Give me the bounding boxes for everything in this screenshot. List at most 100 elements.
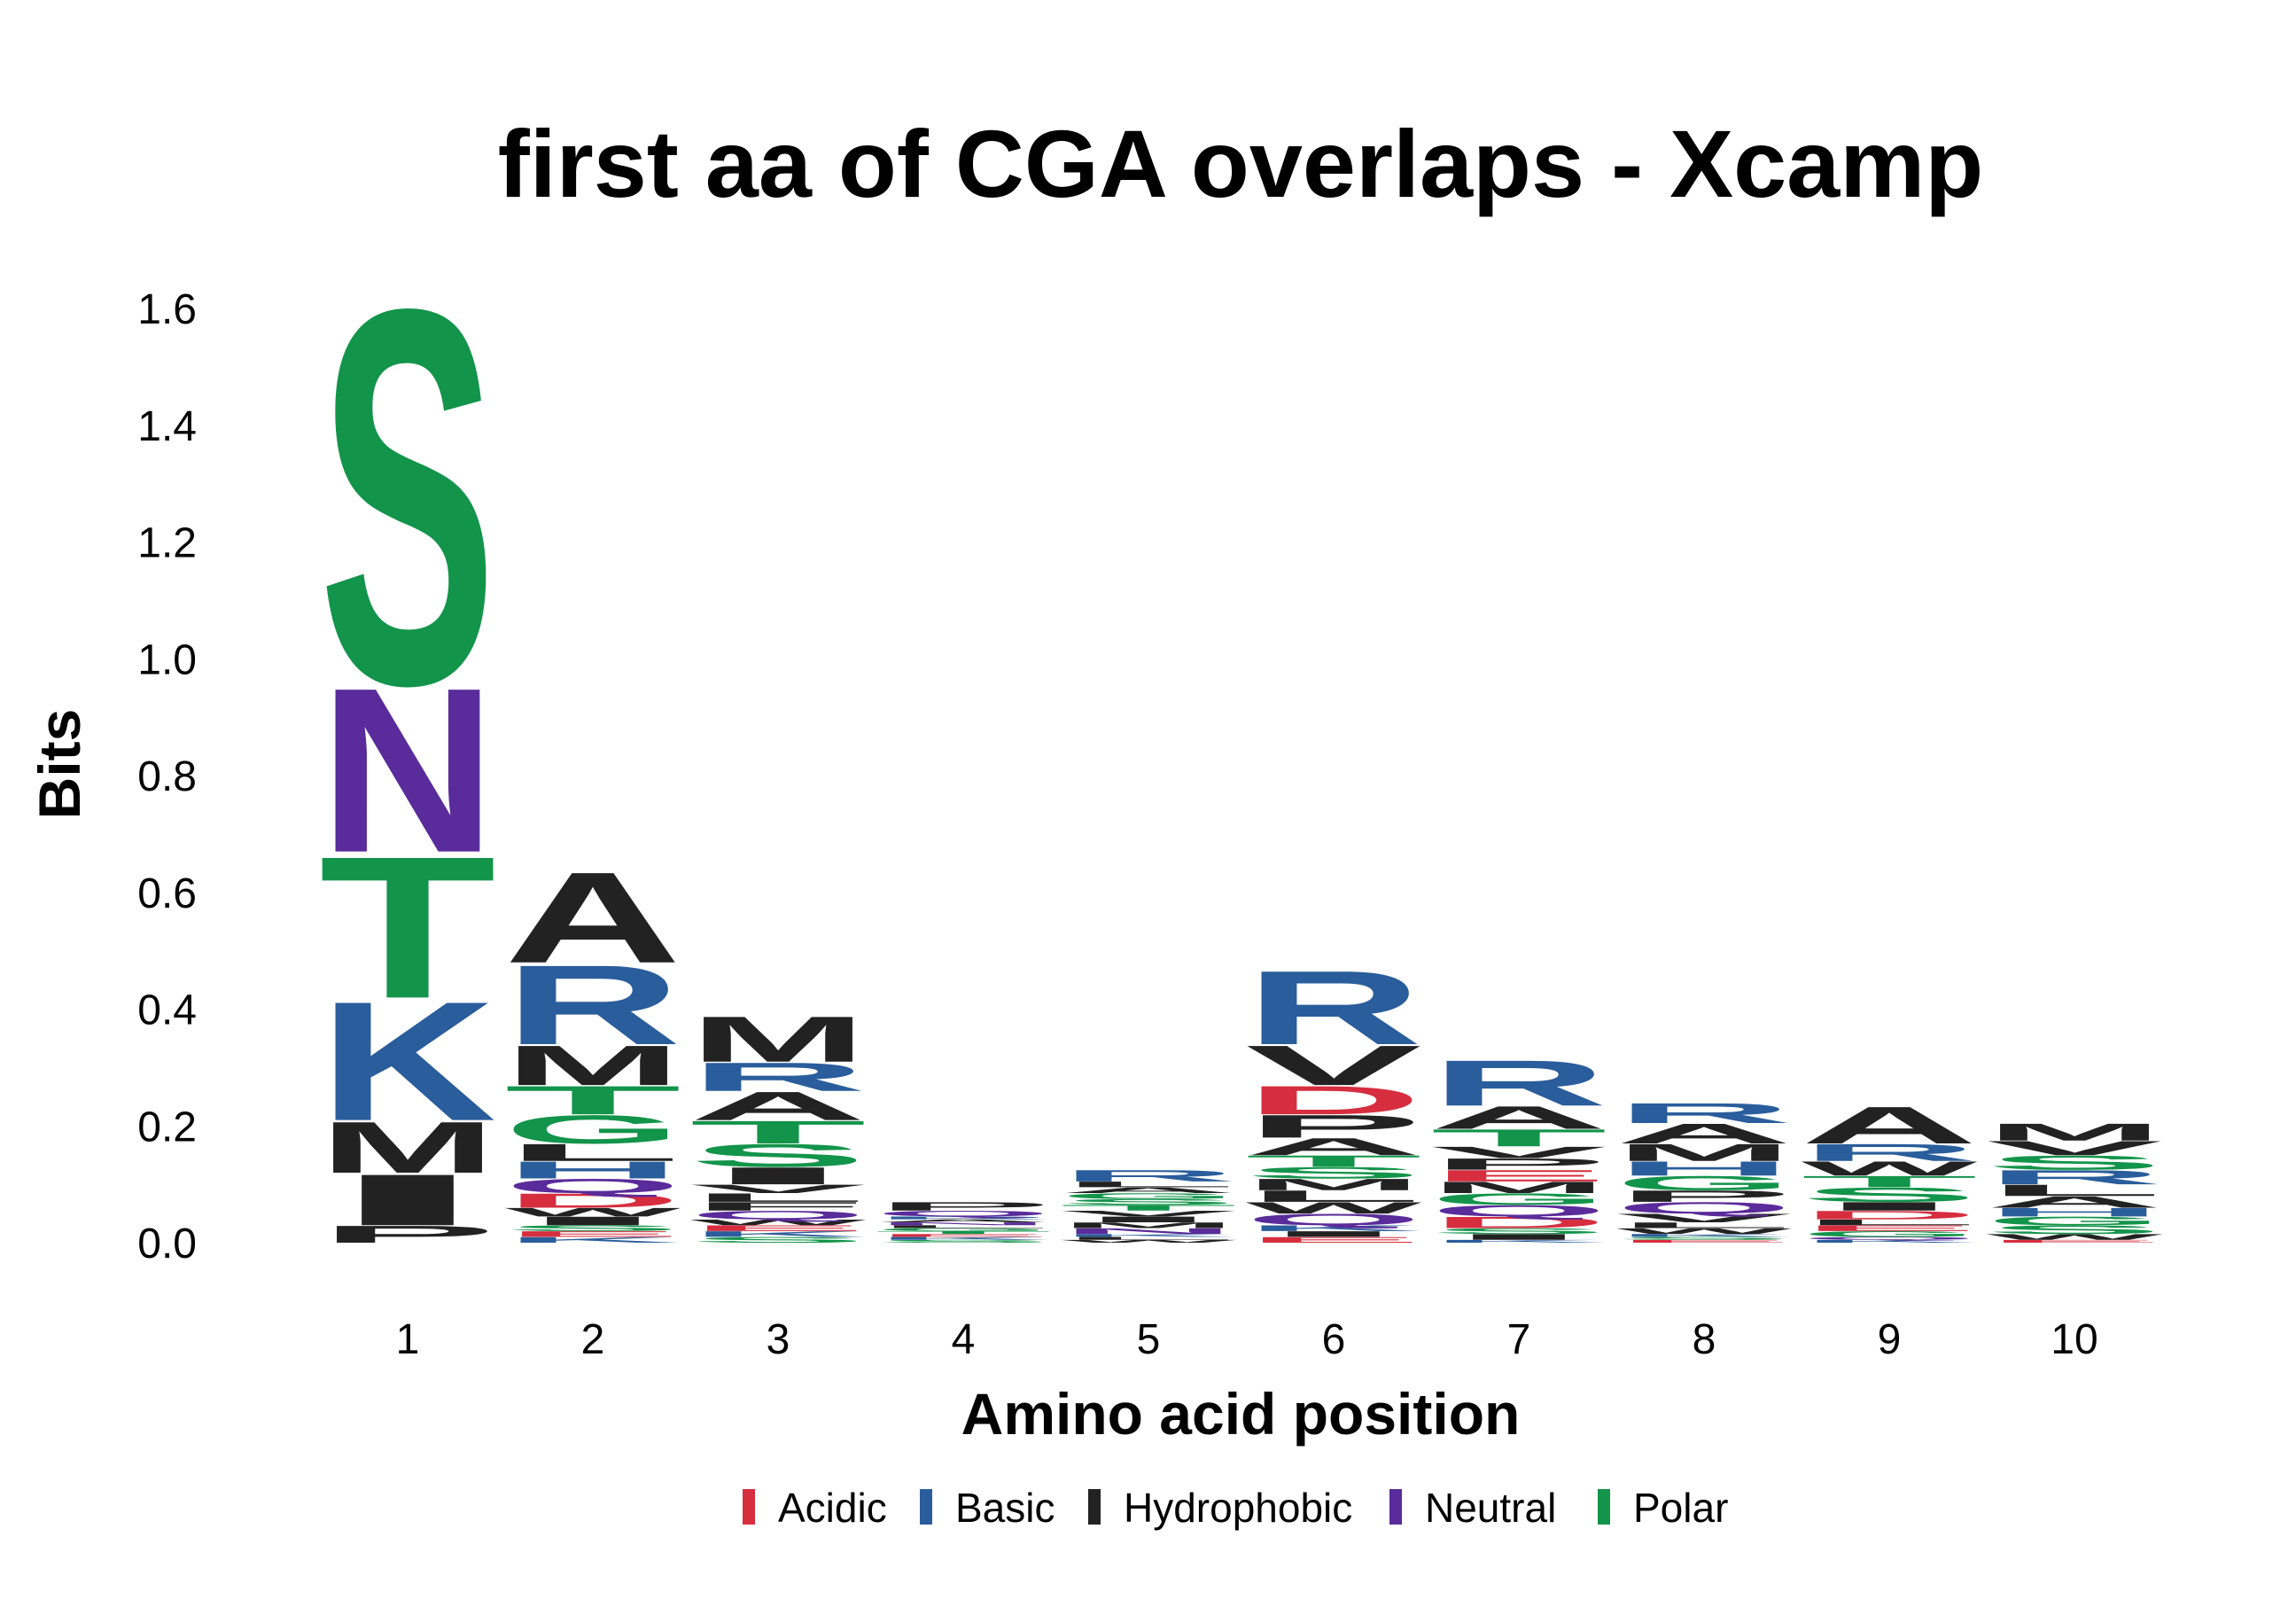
logo-letter: T bbox=[1801, 1173, 1978, 1190]
y-tick-label: 1.4 bbox=[137, 403, 197, 450]
logo-letter: G bbox=[875, 1228, 1052, 1232]
logo-letter: D bbox=[1430, 1213, 1607, 1232]
logo-letter: P bbox=[1430, 1155, 1607, 1173]
y-tick-label: 0.0 bbox=[137, 1221, 197, 1268]
logo-letter: A bbox=[1986, 1193, 2163, 1212]
logo-letter: F bbox=[689, 1199, 867, 1213]
logo-letter: R bbox=[1801, 1139, 1978, 1166]
logo-letter: E bbox=[875, 1233, 1052, 1237]
logo-letter: S bbox=[689, 1236, 867, 1244]
logo-letter: I bbox=[1060, 1215, 1237, 1224]
logo-letter: K bbox=[1615, 1233, 1793, 1237]
logo-letter: Q bbox=[689, 1208, 867, 1221]
logo-letter: K bbox=[1245, 1224, 1422, 1233]
logo-letter: A bbox=[1801, 1096, 1978, 1155]
logo-letter: A bbox=[1245, 1133, 1422, 1160]
logo-letter: S bbox=[875, 1239, 1052, 1244]
logo-letter: H bbox=[1615, 1158, 1793, 1181]
logo-letter: L bbox=[1986, 1182, 2163, 1199]
legend-item-basic: Basic bbox=[920, 1485, 1055, 1531]
logo-letter: D bbox=[1245, 1078, 1422, 1123]
logo-letter: G bbox=[1430, 1190, 1607, 1208]
logo-letter: V bbox=[1430, 1143, 1607, 1161]
logo-letter: M bbox=[504, 1034, 681, 1097]
logo-letter: N bbox=[1060, 1227, 1237, 1236]
logo-letter: A bbox=[504, 845, 681, 990]
legend-swatch bbox=[920, 1489, 932, 1525]
logo-letter: S bbox=[1430, 1227, 1607, 1236]
logo-letter: R bbox=[1430, 1047, 1607, 1119]
legend-swatch bbox=[1598, 1489, 1610, 1525]
logo-letter: P bbox=[1245, 1109, 1422, 1145]
logo-letter: T bbox=[689, 1114, 867, 1150]
logo-letter: S bbox=[1615, 1236, 1793, 1241]
y-tick-label: 0.2 bbox=[137, 1104, 197, 1150]
logo-letter: T bbox=[504, 1078, 681, 1123]
y-tick-label: 0.4 bbox=[137, 987, 197, 1034]
y-tick-label: 0.8 bbox=[137, 753, 197, 800]
legend-item-acidic: Acidic bbox=[743, 1485, 887, 1531]
logo-letter: R bbox=[1245, 949, 1422, 1067]
logo-letter: K bbox=[504, 1236, 681, 1244]
y-tick-label: 1.2 bbox=[137, 520, 197, 567]
logo-letter: M bbox=[1430, 1179, 1607, 1197]
logo-letter: E bbox=[1430, 1166, 1607, 1184]
logo-letter: S bbox=[504, 1224, 681, 1233]
logo-letter: W bbox=[1987, 1232, 2163, 1241]
logo-letter: W bbox=[1802, 1157, 1979, 1180]
logo-letter: G bbox=[504, 1107, 681, 1152]
logo-letter: K bbox=[1060, 1233, 1237, 1237]
logo-letter: P bbox=[319, 1221, 496, 1248]
logo-letter: K bbox=[689, 1229, 867, 1238]
legend-swatch bbox=[743, 1489, 755, 1525]
logo-letter: P bbox=[1615, 1187, 1793, 1205]
y-axis-label: Bits bbox=[27, 709, 92, 820]
logo-letter: A bbox=[1060, 1186, 1237, 1195]
x-axis-label: Amino acid position bbox=[961, 1381, 1521, 1447]
logo-letter: R bbox=[1986, 1166, 2163, 1189]
logo-letter: D bbox=[504, 1190, 681, 1213]
logo-letter: S bbox=[1060, 1197, 1237, 1206]
x-tick-label: 7 bbox=[1507, 1316, 1531, 1363]
logo-letter: K bbox=[1801, 1239, 1978, 1244]
logo-letter: A bbox=[1615, 1118, 1793, 1150]
logo-letter: W bbox=[1061, 1239, 1237, 1244]
x-tick-label: 4 bbox=[952, 1316, 976, 1363]
logo-letter: Q bbox=[875, 1209, 1052, 1218]
logo-letter: S bbox=[1986, 1223, 2163, 1236]
logo-letter: T bbox=[1245, 1152, 1422, 1170]
logo-letter: R bbox=[1615, 1097, 1793, 1129]
logo-letter: L bbox=[1060, 1180, 1237, 1189]
logo-letter: Q bbox=[1430, 1202, 1607, 1220]
logo-letter: Q bbox=[1245, 1211, 1422, 1228]
legend-item-polar: Polar bbox=[1598, 1485, 1728, 1531]
logo-stacks: PIMKTNSKESIWDQHLGTMRASKEWQFLVISTARMSKETG… bbox=[319, 199, 2163, 1248]
logo-letter: L bbox=[875, 1224, 1052, 1228]
x-tick-label: 8 bbox=[1693, 1316, 1716, 1363]
legend-label: Acidic bbox=[778, 1485, 887, 1531]
logo-letter: M bbox=[1060, 1221, 1237, 1229]
x-tick-label: 2 bbox=[581, 1316, 605, 1363]
logo-letter: K bbox=[319, 966, 496, 1157]
logo-letter: S bbox=[1986, 1151, 2163, 1174]
logo-letter: W bbox=[1616, 1227, 1793, 1236]
logo-letter: V bbox=[1986, 1136, 2162, 1159]
logo-letter: Q bbox=[1615, 1198, 1793, 1216]
y-tick-label: 0.6 bbox=[137, 870, 197, 917]
logo-letter: I bbox=[1430, 1232, 1607, 1241]
logo-letter: H bbox=[504, 1157, 681, 1184]
logo-letter: A bbox=[875, 1219, 1052, 1223]
logo-letter: L bbox=[1801, 1218, 1978, 1227]
legend-item-hydrophobic: Hydrophobic bbox=[1088, 1485, 1352, 1531]
logo-letter: N bbox=[875, 1221, 1052, 1226]
y-tick-label: 1.0 bbox=[137, 636, 197, 683]
logo-letter: R bbox=[689, 1054, 867, 1099]
logo-letter: R bbox=[504, 941, 681, 1068]
chart-title: first aa of CGA overlaps - Xcamp bbox=[498, 110, 1983, 217]
